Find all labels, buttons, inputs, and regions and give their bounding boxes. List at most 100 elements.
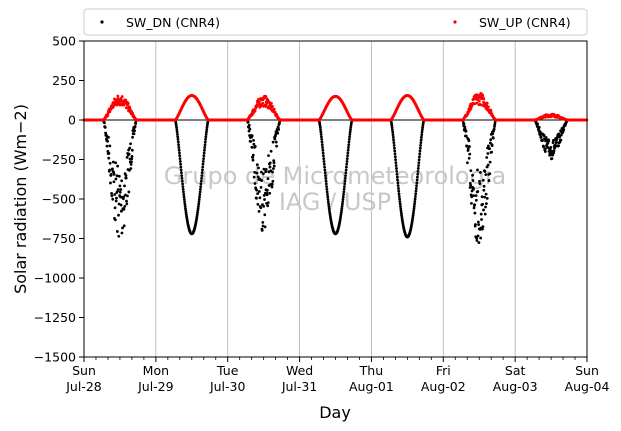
data-point (130, 157, 134, 161)
data-point (119, 188, 123, 191)
data-point (466, 147, 470, 151)
data-point (349, 128, 352, 132)
data-point (114, 177, 118, 181)
data-point (480, 227, 484, 231)
data-point (465, 144, 469, 148)
data-point (551, 141, 555, 144)
data-point (483, 170, 487, 173)
data-point (184, 209, 188, 213)
data-point (478, 170, 482, 174)
y-tick-label: −250 (42, 152, 76, 167)
data-point (318, 126, 322, 129)
data-point (552, 149, 556, 153)
data-point (396, 181, 400, 185)
data-point (248, 127, 252, 131)
data-point (488, 160, 492, 164)
data-point (344, 168, 348, 172)
data-point (323, 165, 326, 169)
data-point (130, 160, 133, 164)
x-tick-weekday: Fri (436, 363, 451, 378)
data-point (115, 196, 118, 200)
data-point (263, 225, 267, 229)
data-point (547, 139, 551, 143)
data-point (203, 143, 207, 147)
data-point (339, 211, 343, 215)
data-point (273, 137, 277, 141)
data-point (348, 132, 352, 136)
data-point (340, 204, 344, 208)
data-point (347, 140, 351, 144)
data-point (467, 156, 471, 160)
data-point (264, 167, 268, 171)
data-point (262, 167, 266, 171)
data-point (559, 138, 563, 142)
data-point (110, 194, 114, 198)
data-point (416, 167, 420, 170)
data-point (205, 128, 209, 132)
data-point (261, 101, 265, 105)
data-point (319, 128, 322, 132)
data-point (129, 142, 132, 146)
grid-lines (155, 41, 516, 357)
data-point (108, 110, 112, 114)
data-point (272, 107, 276, 111)
data-point (537, 126, 541, 129)
data-point (116, 164, 120, 168)
data-point (117, 213, 120, 217)
data-point (199, 182, 203, 186)
data-point (182, 197, 186, 201)
data-point (203, 140, 207, 144)
data-point (413, 202, 416, 206)
data-point (269, 149, 273, 153)
data-point (394, 164, 398, 167)
data-point (203, 148, 206, 152)
data-point (399, 207, 403, 211)
data-point (414, 195, 417, 198)
data-point (274, 132, 278, 136)
data-point (176, 140, 180, 144)
data-point (557, 144, 560, 148)
data-point (391, 128, 394, 132)
data-point (479, 236, 483, 240)
data-point (182, 193, 186, 196)
x-axis-title: Day (319, 403, 351, 422)
data-point (259, 170, 263, 174)
data-point (118, 184, 122, 188)
x-tick-weekday: Sun (575, 363, 599, 378)
data-point (322, 160, 326, 163)
data-point (320, 138, 324, 141)
data-point (265, 193, 269, 197)
data-point (399, 209, 403, 213)
data-point (345, 157, 349, 161)
data-point (320, 143, 324, 147)
data-point (481, 225, 485, 229)
data-point (562, 128, 566, 131)
data-point (267, 154, 270, 157)
data-point (415, 184, 418, 188)
data-point (484, 192, 488, 196)
data-point (179, 168, 183, 172)
data-point (489, 138, 493, 142)
data-point (345, 160, 349, 163)
data-point (347, 138, 351, 141)
data-point (551, 153, 555, 157)
data-point (182, 195, 186, 199)
data-point (196, 209, 200, 213)
data-point (114, 199, 118, 203)
data-point (132, 132, 136, 136)
data-point (475, 101, 479, 105)
data-point (536, 122, 539, 126)
data-point (255, 171, 259, 175)
data-point (477, 241, 481, 245)
data-point (111, 160, 115, 164)
data-point (325, 185, 328, 188)
data-point (345, 162, 349, 166)
data-point (469, 183, 472, 187)
data-point (111, 167, 114, 171)
data-point (181, 182, 184, 186)
data-point (488, 147, 491, 151)
data-point (108, 144, 112, 148)
data-point (467, 139, 471, 143)
data-point (421, 126, 424, 130)
data-point (177, 146, 181, 149)
